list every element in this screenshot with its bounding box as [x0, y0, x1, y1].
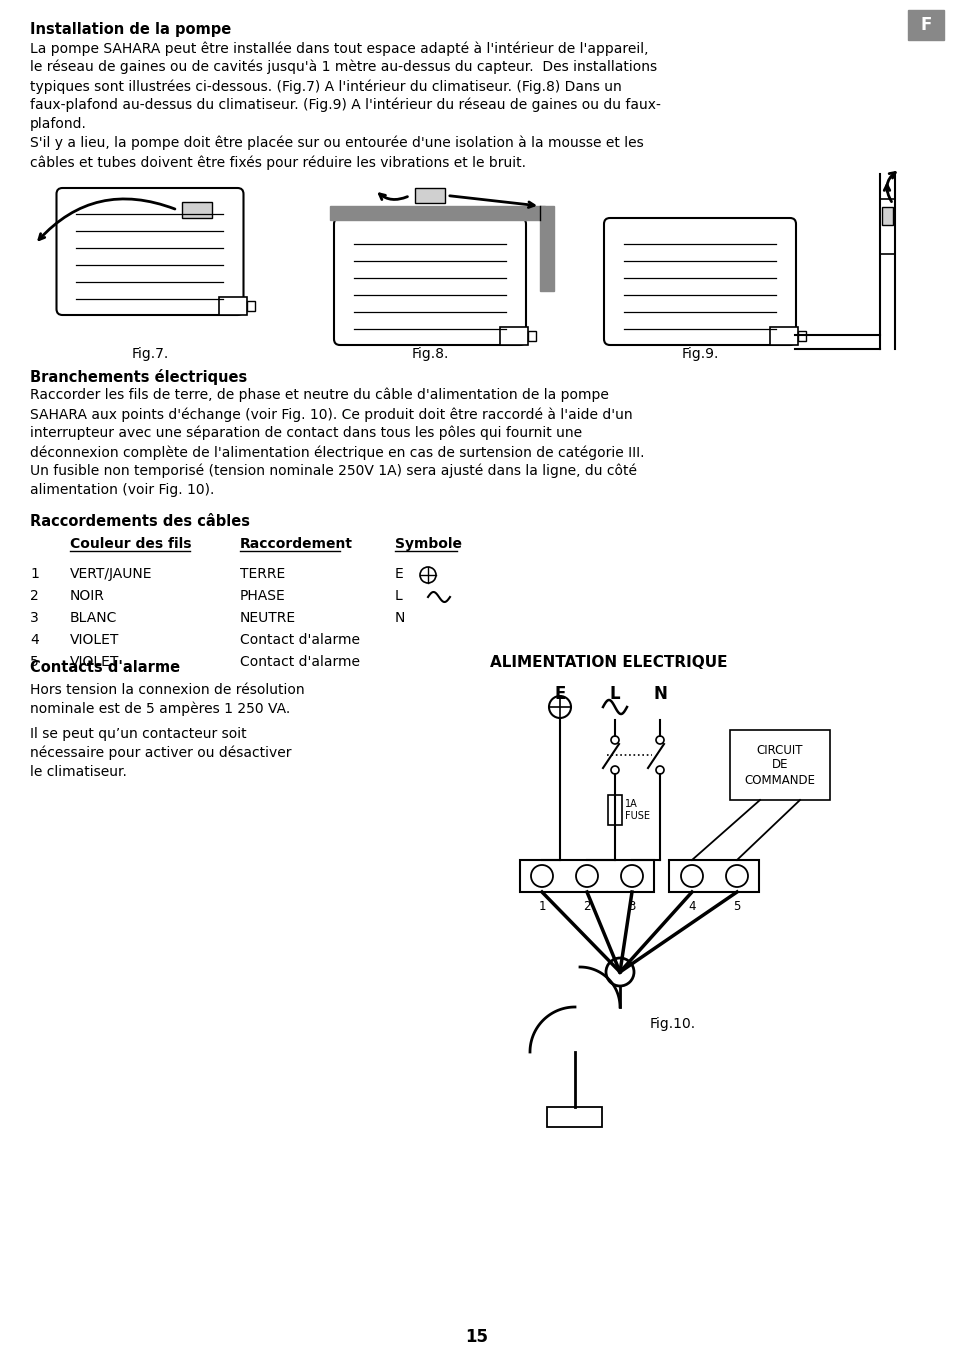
Bar	[879, 200, 894, 253]
Text: Fig.7.: Fig.7.	[132, 346, 169, 361]
FancyBboxPatch shape	[56, 187, 243, 315]
Text: Fig.9.: Fig.9.	[680, 346, 718, 361]
Text: typiques sont illustrées ci-dessous. (Fig.7) A l'intérieur du climatiseur. (Fig.: typiques sont illustrées ci-dessous. (Fi…	[30, 80, 621, 93]
FancyBboxPatch shape	[603, 218, 795, 345]
Text: BLANC: BLANC	[70, 611, 117, 625]
Text: SAHARA aux points d'échange (voir Fig. 10). Ce produit doit être raccordé à l'ai: SAHARA aux points d'échange (voir Fig. 1…	[30, 407, 632, 422]
Text: Branchements électriques: Branchements électriques	[30, 369, 247, 386]
Text: alimentation (voir Fig. 10).: alimentation (voir Fig. 10).	[30, 483, 214, 497]
Text: F: F	[920, 16, 931, 34]
Text: E: E	[395, 568, 403, 581]
Text: Fig.10.: Fig.10.	[649, 1016, 696, 1031]
Text: N: N	[653, 685, 666, 704]
Bar	[607, 795, 621, 825]
Text: La pompe SAHARA peut être installée dans tout espace adapté à l'intérieur de l'a: La pompe SAHARA peut être installée dans…	[30, 40, 648, 55]
Text: NEUTRE: NEUTRE	[240, 611, 295, 625]
Text: 2: 2	[30, 589, 39, 603]
Bar	[330, 206, 544, 220]
Text: faux-plafond au-dessus du climatiseur. (Fig.9) A l'intérieur du réseau de gaines: faux-plafond au-dessus du climatiseur. (…	[30, 98, 660, 112]
Bar	[415, 187, 444, 204]
Text: ALIMENTATION ELECTRIQUE: ALIMENTATION ELECTRIQUE	[490, 655, 727, 670]
Text: NOIR: NOIR	[70, 589, 105, 603]
Text: nécessaire pour activer ou désactiver: nécessaire pour activer ou désactiver	[30, 745, 292, 760]
Text: CIRCUIT
DE
COMMANDE: CIRCUIT DE COMMANDE	[743, 744, 815, 786]
Bar	[907, 9, 943, 40]
FancyBboxPatch shape	[334, 218, 525, 345]
Bar	[182, 202, 213, 218]
Text: VIOLET: VIOLET	[70, 634, 119, 647]
Text: E: E	[554, 685, 565, 704]
Text: Raccorder les fils de terre, de phase et neutre du câble d'alimentation de la po: Raccorder les fils de terre, de phase et…	[30, 388, 608, 403]
Bar	[519, 860, 654, 892]
Bar	[527, 332, 536, 341]
Text: 1: 1	[30, 568, 39, 581]
Bar	[882, 208, 892, 225]
Text: Hors tension la connexion de résolution: Hors tension la connexion de résolution	[30, 683, 304, 697]
Text: interrupteur avec une séparation de contact dans tous les pôles qui fournit une: interrupteur avec une séparation de cont…	[30, 426, 581, 441]
Text: S'il y a lieu, la pompe doit être placée sur ou entourée d'une isolation à la mo: S'il y a lieu, la pompe doit être placée…	[30, 136, 643, 151]
Text: Contact d'alarme: Contact d'alarme	[240, 655, 359, 669]
Bar	[797, 332, 805, 341]
Text: Fig.8.: Fig.8.	[411, 346, 448, 361]
Text: 4: 4	[30, 634, 39, 647]
Text: Symbole: Symbole	[395, 537, 461, 551]
Text: N: N	[395, 611, 405, 625]
Text: 5: 5	[30, 655, 39, 669]
Text: nominale est de 5 ampères 1 250 VA.: nominale est de 5 ampères 1 250 VA.	[30, 702, 290, 717]
Text: Un fusible non temporisé (tension nominale 250V 1A) sera ajusté dans la ligne, d: Un fusible non temporisé (tension nomina…	[30, 464, 637, 479]
Text: Contacts d'alarme: Contacts d'alarme	[30, 661, 180, 675]
Text: L: L	[609, 685, 619, 704]
Text: 4: 4	[687, 900, 695, 913]
Text: VERT/JAUNE: VERT/JAUNE	[70, 568, 152, 581]
Text: le réseau de gaines ou de cavités jusqu'à 1 mètre au-dessus du capteur.  Des ins: le réseau de gaines ou de cavités jusqu'…	[30, 61, 657, 74]
Text: 1A
FUSE: 1A FUSE	[624, 799, 649, 821]
Text: Installation de la pompe: Installation de la pompe	[30, 22, 231, 36]
Text: Couleur des fils: Couleur des fils	[70, 537, 192, 551]
Text: 3: 3	[628, 900, 635, 913]
Bar	[729, 731, 829, 799]
Text: PHASE: PHASE	[240, 589, 286, 603]
Text: câbles et tubes doivent être fixés pour réduire les vibrations et le bruit.: câbles et tubes doivent être fixés pour …	[30, 155, 525, 170]
Text: déconnexion complète de l'alimentation électrique en cas de surtension de catégo: déconnexion complète de l'alimentation é…	[30, 445, 644, 460]
Text: Raccordements des câbles: Raccordements des câbles	[30, 514, 250, 528]
Bar	[499, 328, 527, 345]
Bar	[769, 328, 797, 345]
Text: 5: 5	[733, 900, 740, 913]
Text: Il se peut qu’un contacteur soit: Il se peut qu’un contacteur soit	[30, 727, 247, 741]
Text: VIOLET: VIOLET	[70, 655, 119, 669]
Text: Contact d'alarme: Contact d'alarme	[240, 634, 359, 647]
Bar	[547, 1107, 602, 1127]
Bar	[539, 206, 554, 291]
Text: le climatiseur.: le climatiseur.	[30, 766, 127, 779]
Text: L: L	[395, 589, 402, 603]
Text: 15: 15	[465, 1328, 488, 1347]
Text: Raccordement: Raccordement	[240, 537, 353, 551]
Text: 1: 1	[537, 900, 545, 913]
Bar	[247, 301, 255, 311]
Bar	[219, 297, 247, 315]
Text: 2: 2	[582, 900, 590, 913]
Text: TERRE: TERRE	[240, 568, 285, 581]
Text: 3: 3	[30, 611, 39, 625]
Text: plafond.: plafond.	[30, 117, 87, 131]
Bar	[669, 860, 759, 892]
